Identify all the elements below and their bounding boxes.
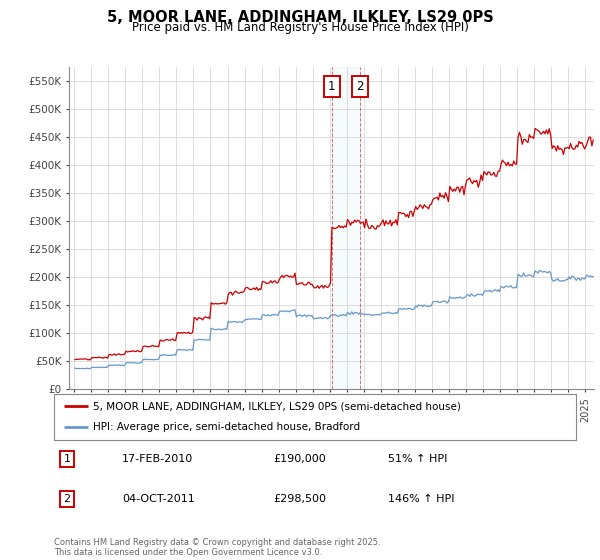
Text: 51% ↑ HPI: 51% ↑ HPI xyxy=(388,454,448,464)
Text: 1: 1 xyxy=(64,454,71,464)
Text: 04-OCT-2011: 04-OCT-2011 xyxy=(122,494,194,504)
Text: 1: 1 xyxy=(328,80,335,94)
Text: £298,500: £298,500 xyxy=(273,494,326,504)
Text: 17-FEB-2010: 17-FEB-2010 xyxy=(122,454,193,464)
Text: 146% ↑ HPI: 146% ↑ HPI xyxy=(388,494,455,504)
Text: Contains HM Land Registry data © Crown copyright and database right 2025.
This d: Contains HM Land Registry data © Crown c… xyxy=(54,538,380,557)
Text: 2: 2 xyxy=(64,494,71,504)
Text: 5, MOOR LANE, ADDINGHAM, ILKLEY, LS29 0PS (semi-detached house): 5, MOOR LANE, ADDINGHAM, ILKLEY, LS29 0P… xyxy=(93,401,461,411)
Text: £190,000: £190,000 xyxy=(273,454,326,464)
Text: HPI: Average price, semi-detached house, Bradford: HPI: Average price, semi-detached house,… xyxy=(93,422,360,432)
Text: 5, MOOR LANE, ADDINGHAM, ILKLEY, LS29 0PS: 5, MOOR LANE, ADDINGHAM, ILKLEY, LS29 0P… xyxy=(107,10,493,25)
Bar xyxy=(332,67,359,389)
Text: 2: 2 xyxy=(356,80,364,94)
Text: Price paid vs. HM Land Registry's House Price Index (HPI): Price paid vs. HM Land Registry's House … xyxy=(131,21,469,34)
